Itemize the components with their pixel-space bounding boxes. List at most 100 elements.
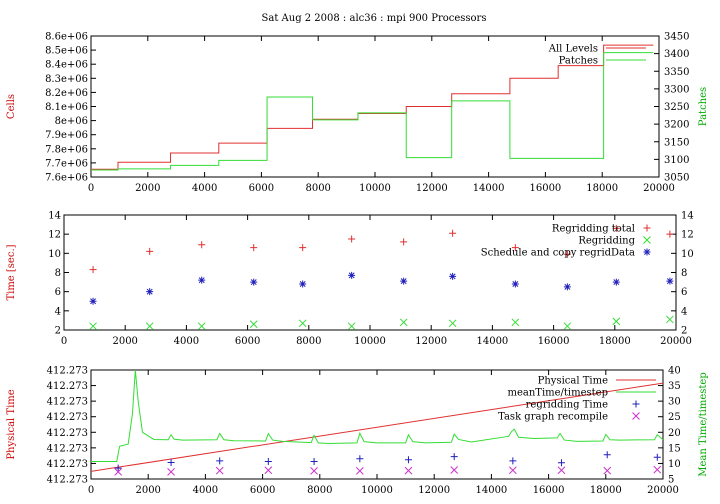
y2-tick-label: 3200 xyxy=(664,120,689,131)
data-point-task-graph-recompile xyxy=(653,465,662,474)
y-tick-label: 7.7e+06 xyxy=(45,158,88,169)
x-tick-label: 12000 xyxy=(415,336,447,347)
data-point-regridding-time xyxy=(653,453,661,461)
y-tick-label: 10 xyxy=(48,249,61,260)
y2-tick-label: 8 xyxy=(681,268,687,279)
data-point-regridding xyxy=(448,319,457,328)
x-tick-label: 16000 xyxy=(533,485,565,496)
y-tick-label: 8.4e+06 xyxy=(45,60,88,71)
y-tick-label: 2 xyxy=(55,326,61,337)
y-tick-label: 8.5e+06 xyxy=(45,46,88,57)
y2-axis-label: Mean Time/timestep xyxy=(698,372,709,476)
y2-tick-label: 5 xyxy=(668,475,674,486)
y2-tick-label: 25 xyxy=(668,412,681,423)
data-point-schedule-copy xyxy=(449,272,457,280)
data-point-regridding-time xyxy=(557,459,565,467)
data-point-task-graph-recompile xyxy=(404,466,413,475)
data-point-schedule-copy xyxy=(612,278,620,286)
legend-label: Physical Time xyxy=(538,376,608,387)
x-tick-label: 0 xyxy=(88,485,94,496)
data-point-regridding xyxy=(298,319,307,328)
data-point-regridding-time xyxy=(603,451,611,459)
data-point-schedule-copy xyxy=(563,283,571,291)
data-point-task-graph-recompile xyxy=(114,467,123,476)
y-tick-label: 412.273 xyxy=(47,381,88,392)
y2-tick-label: 30 xyxy=(668,397,681,408)
y-tick-label: 8.3e+06 xyxy=(45,74,88,85)
x-tick-label: 10000 xyxy=(359,183,391,194)
y2-tick-label: 15 xyxy=(668,443,681,454)
data-point-schedule-copy xyxy=(511,280,519,288)
x-tick-label: 20000 xyxy=(660,336,692,347)
y-tick-label: 14 xyxy=(48,211,61,222)
y2-tick-label: 6 xyxy=(681,287,687,298)
x-tick-label: 14000 xyxy=(475,485,507,496)
y2-tick-label: 3250 xyxy=(664,102,689,113)
data-point-schedule-copy xyxy=(146,288,154,296)
data-point-regridding-time xyxy=(216,457,224,465)
y2-tick-label: 3100 xyxy=(664,155,689,166)
y-axis-label: Cells xyxy=(6,94,17,119)
y-tick-label: 8.1e+06 xyxy=(45,102,88,113)
y2-tick-label: 3400 xyxy=(664,49,689,60)
x-tick-label: 8000 xyxy=(307,485,332,496)
y-tick-label: 7.9e+06 xyxy=(45,130,88,141)
y2-tick-label: 3450 xyxy=(664,32,689,43)
data-point-regridding-total xyxy=(511,244,519,252)
data-point-schedule-copy xyxy=(400,277,408,285)
series-line-physical-time xyxy=(90,382,664,472)
x-tick-label: 18000 xyxy=(599,336,631,347)
data-point-regridding-total xyxy=(666,230,674,238)
data-point-task-graph-recompile xyxy=(310,467,318,475)
series-line-mean-time xyxy=(91,369,664,463)
data-point-task-graph-recompile xyxy=(215,466,224,475)
x-tick-label: 8000 xyxy=(305,183,330,194)
y2-tick-label: 10 xyxy=(668,459,681,470)
x-tick-label: 16000 xyxy=(529,183,561,194)
data-point-regridding-total xyxy=(449,229,457,237)
data-point-regridding xyxy=(145,322,154,331)
y2-tick-label: 14 xyxy=(681,211,694,222)
data-point-regridding-total xyxy=(89,266,97,274)
legend-marker xyxy=(643,224,651,232)
data-point-schedule-copy xyxy=(198,276,206,284)
legend-label: meanTime/timestep xyxy=(507,388,608,399)
data-point-regridding xyxy=(511,318,520,327)
data-point-task-graph-recompile xyxy=(508,466,517,475)
physical-time-chart: 0 2000 4000 6000 8000 10000 12000 14000 16000 180… xyxy=(6,366,709,497)
legend-marker xyxy=(643,248,651,256)
x-tick-label: 0 xyxy=(61,336,67,347)
data-point-regridding-time xyxy=(264,458,272,466)
x-tick-label: 2000 xyxy=(135,183,160,194)
y-tick-label: 412.273 xyxy=(47,412,88,423)
legend-label: regridding Time xyxy=(526,400,608,411)
y-tick-label: 12 xyxy=(48,230,61,241)
data-point-regridding xyxy=(249,320,258,329)
data-point-regridding xyxy=(347,322,356,331)
x-tick-label: 14000 xyxy=(473,183,505,194)
x-tick-label: 4000 xyxy=(192,183,217,194)
x-tick-label: 6000 xyxy=(250,485,275,496)
y-axis-label: Time [sec.] xyxy=(6,244,17,300)
x-tick-label: 4000 xyxy=(174,336,199,347)
x-tick-label: 8000 xyxy=(296,336,321,347)
data-point-regridding xyxy=(666,315,674,324)
data-point-schedule-copy xyxy=(299,280,307,288)
data-point-schedule-copy xyxy=(250,278,258,286)
series-line-patches xyxy=(91,52,654,171)
y-tick-label: 7.6e+06 xyxy=(45,173,88,184)
data-point-regridding-total xyxy=(299,244,307,252)
x-tick-label: 10000 xyxy=(354,336,386,347)
y-tick-label: 8 xyxy=(55,268,61,279)
data-point-task-graph-recompile xyxy=(167,467,175,476)
x-tick-label: 6000 xyxy=(235,336,260,347)
data-point-task-graph-recompile xyxy=(557,466,566,475)
data-point-regridding-total xyxy=(563,250,571,258)
y2-tick-label: 4 xyxy=(681,306,687,317)
legend-marker xyxy=(632,412,640,420)
x-tick-label: 12000 xyxy=(418,485,450,496)
data-point-regridding xyxy=(197,322,206,331)
data-point-schedule-copy xyxy=(666,277,674,285)
x-tick-label: 20000 xyxy=(647,485,679,496)
data-point-regridding-time xyxy=(114,464,122,472)
